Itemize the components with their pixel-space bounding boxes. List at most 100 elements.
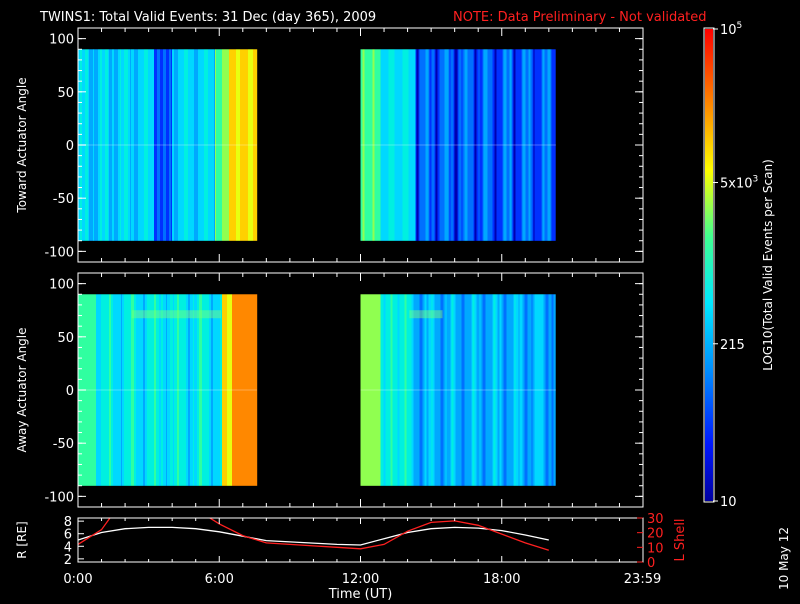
toward-strip (110, 49, 112, 241)
toward-strip (135, 49, 137, 241)
toward-strip (396, 49, 398, 241)
toward-strip (471, 49, 473, 241)
away-strip (425, 294, 427, 486)
toward-strip (409, 49, 411, 241)
toward-strip (486, 49, 488, 241)
toward-strip (548, 49, 550, 241)
toward-strip (112, 49, 114, 241)
away-strip (493, 294, 495, 486)
away-strip (389, 294, 391, 486)
toward-strip (244, 49, 246, 241)
toward-strip (248, 49, 250, 241)
toward-strip (156, 49, 158, 241)
toward-strip (137, 49, 139, 241)
toward-strip (236, 49, 238, 241)
toward-strip (148, 49, 150, 241)
toward-strip (170, 49, 172, 241)
away-strip (244, 294, 246, 486)
colorbar-tick-label: 5x103 (720, 175, 758, 192)
toward-strip (392, 49, 394, 241)
away-strip (206, 294, 208, 486)
toward-strip (464, 49, 466, 241)
away-strip (402, 294, 404, 486)
toward-strip (132, 49, 134, 241)
away-strip (547, 294, 549, 486)
toward-strip (100, 49, 102, 241)
toward-strip (220, 49, 222, 241)
away-strip (253, 294, 255, 486)
away-strip (526, 294, 528, 486)
toward-strip (176, 49, 178, 241)
toward-strip (229, 49, 231, 241)
toward-strip (532, 49, 534, 241)
toward-strip (92, 49, 94, 241)
away-strip (541, 294, 543, 486)
away-strip (439, 294, 441, 486)
toward-strip (360, 49, 362, 241)
away-strip (252, 294, 254, 486)
chart-title: TWINS1: Total Valid Events: 31 Dec (day … (39, 10, 376, 25)
away-strip (154, 294, 156, 486)
toward-strip (407, 49, 409, 241)
away-strip (436, 294, 438, 486)
toward-strip (531, 49, 533, 241)
away-strip (494, 294, 496, 486)
away-strip (91, 294, 93, 486)
toward-strip (427, 49, 429, 241)
away-strip (540, 294, 542, 486)
toward-strip (462, 49, 464, 241)
toward-strip (105, 49, 107, 241)
toward-strip (374, 49, 376, 241)
toward-strip (203, 49, 205, 241)
away-strip (190, 294, 192, 486)
away-strip (383, 294, 385, 486)
colorbar-tick-base: 215 (720, 338, 745, 353)
r-tick-label: 6 (64, 528, 72, 543)
toward-strip (437, 49, 439, 241)
away-strip (227, 294, 229, 486)
away-strip (247, 294, 249, 486)
away-strip (551, 294, 553, 486)
away-strip (549, 294, 551, 486)
toward-strip (213, 49, 215, 241)
colorbar-tick-label: 215 (720, 338, 745, 353)
away-strip (407, 294, 409, 486)
toward-strip (537, 49, 539, 241)
toward-strip (390, 49, 392, 241)
colorbar-frame (703, 27, 715, 503)
away-strip (243, 294, 245, 486)
toward-strip (205, 49, 207, 241)
away-strip (366, 294, 368, 486)
away-strip (180, 294, 182, 486)
colorbar-tick-label: 105 (720, 21, 742, 38)
toward-strip (498, 49, 500, 241)
toward-strip (431, 49, 433, 241)
away-strip (139, 294, 141, 486)
toward-strip (372, 49, 374, 241)
toward-strip (421, 49, 423, 241)
y-tick-label: -100 (44, 245, 74, 260)
toward-strip (520, 49, 522, 241)
away-strip (538, 294, 540, 486)
away-strip (450, 294, 452, 486)
toward-strip (418, 49, 420, 241)
away-strip (210, 294, 212, 486)
away-strip (466, 294, 468, 486)
toward-strip (391, 49, 393, 241)
away-strip (211, 294, 213, 486)
toward-strip (365, 49, 367, 241)
away-strip (382, 294, 384, 486)
away-strip (421, 294, 423, 486)
away-strip (161, 294, 163, 486)
away-strip (183, 294, 185, 486)
away-strip (119, 294, 121, 486)
away-strip (370, 294, 372, 486)
toward-strip (93, 49, 95, 241)
away-data-block-0 (78, 294, 258, 486)
toward-strip (533, 49, 535, 241)
toward-strip (429, 49, 431, 241)
toward-strip (106, 49, 108, 241)
toward-strip (495, 49, 497, 241)
away-strip (254, 294, 256, 486)
toward-strip (240, 49, 242, 241)
